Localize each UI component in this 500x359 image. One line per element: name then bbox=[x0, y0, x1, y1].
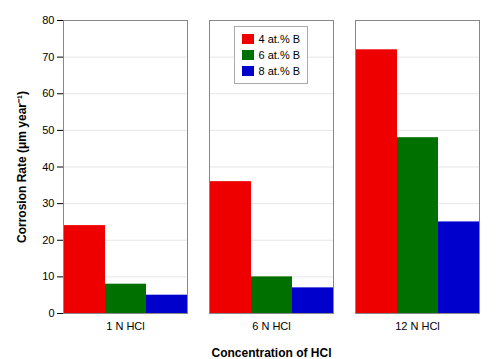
svg-text:10: 10 bbox=[42, 270, 54, 282]
svg-text:30: 30 bbox=[42, 197, 54, 209]
svg-text:1 N HCl: 1 N HCl bbox=[106, 320, 145, 332]
svg-text:6 N HCl: 6 N HCl bbox=[252, 320, 291, 332]
svg-text:40: 40 bbox=[42, 161, 54, 173]
svg-text:12 N HCl: 12 N HCl bbox=[395, 320, 440, 332]
svg-text:80: 80 bbox=[42, 14, 54, 26]
html-text:6 at.% B: 6 at.% B bbox=[258, 49, 301, 61]
svg-text:50: 50 bbox=[42, 124, 54, 136]
html-text:4 at.% B: 4 at.% B bbox=[258, 33, 301, 45]
svg-text:70: 70 bbox=[42, 51, 54, 63]
html-text:8 at.% B: 8 at.% B bbox=[258, 65, 301, 77]
svg-text:20: 20 bbox=[42, 234, 54, 246]
svg-text:60: 60 bbox=[42, 87, 54, 99]
svg-text:0: 0 bbox=[48, 307, 54, 319]
svg-text:Corrosion Rate (μm year⁻¹): Corrosion Rate (μm year⁻¹) bbox=[15, 91, 29, 243]
svg-text:Concentration of HCl: Concentration of HCl bbox=[212, 346, 332, 359]
